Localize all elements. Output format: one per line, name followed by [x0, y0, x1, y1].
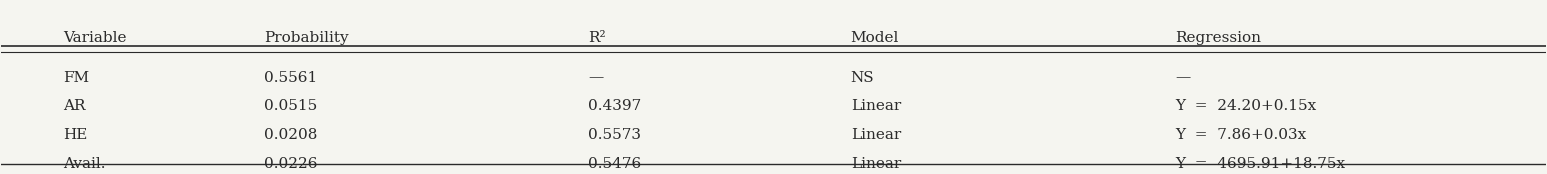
Text: Y  =  4695.91+18.75x: Y = 4695.91+18.75x: [1176, 157, 1346, 171]
Text: Y  =  7.86+0.03x: Y = 7.86+0.03x: [1176, 128, 1306, 142]
Text: Linear: Linear: [851, 157, 900, 171]
Text: NS: NS: [851, 70, 874, 85]
Text: Probability: Probability: [265, 31, 348, 45]
Text: Regression: Regression: [1176, 31, 1261, 45]
Text: —: —: [1176, 70, 1190, 85]
Text: Linear: Linear: [851, 99, 900, 113]
Text: FM: FM: [63, 70, 90, 85]
Text: HE: HE: [63, 128, 88, 142]
Text: Variable: Variable: [63, 31, 127, 45]
Text: Avail.: Avail.: [63, 157, 105, 171]
Text: Y  =  24.20+0.15x: Y = 24.20+0.15x: [1176, 99, 1316, 113]
Text: 0.5561: 0.5561: [265, 70, 317, 85]
Text: 0.4397: 0.4397: [588, 99, 642, 113]
Text: Model: Model: [851, 31, 899, 45]
Text: 0.0226: 0.0226: [265, 157, 317, 171]
Text: 0.5573: 0.5573: [588, 128, 640, 142]
Text: —: —: [588, 70, 603, 85]
Text: 0.0515: 0.0515: [265, 99, 317, 113]
Text: Linear: Linear: [851, 128, 900, 142]
Text: 0.0208: 0.0208: [265, 128, 317, 142]
Text: R²: R²: [588, 31, 606, 45]
Text: 0.5476: 0.5476: [588, 157, 642, 171]
Text: AR: AR: [63, 99, 85, 113]
